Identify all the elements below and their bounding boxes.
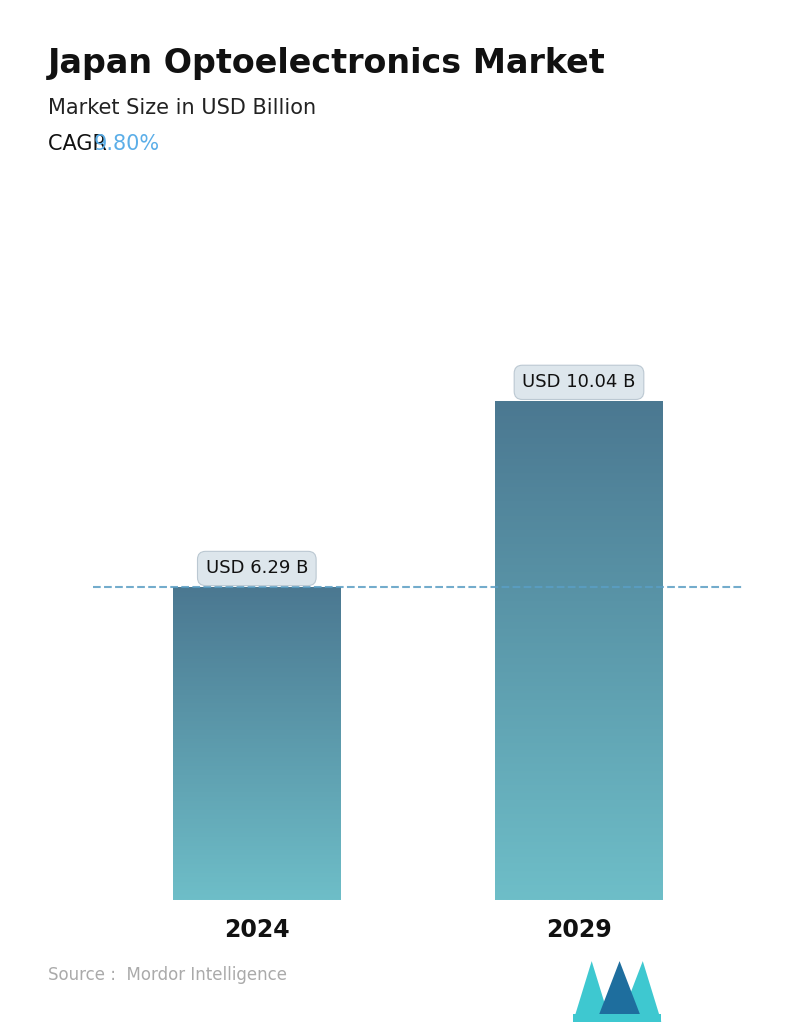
Text: 9.80%: 9.80% — [94, 134, 160, 154]
Text: Japan Optoelectronics Market: Japan Optoelectronics Market — [48, 47, 606, 80]
Polygon shape — [573, 962, 611, 1022]
Text: USD 10.04 B: USD 10.04 B — [522, 373, 636, 391]
Text: USD 6.29 B: USD 6.29 B — [205, 559, 308, 577]
Polygon shape — [619, 962, 661, 1022]
Polygon shape — [596, 962, 643, 1022]
Polygon shape — [573, 1013, 661, 1022]
Text: Market Size in USD Billion: Market Size in USD Billion — [48, 98, 316, 118]
Text: CAGR: CAGR — [48, 134, 113, 154]
Text: Source :  Mordor Intelligence: Source : Mordor Intelligence — [48, 967, 287, 984]
